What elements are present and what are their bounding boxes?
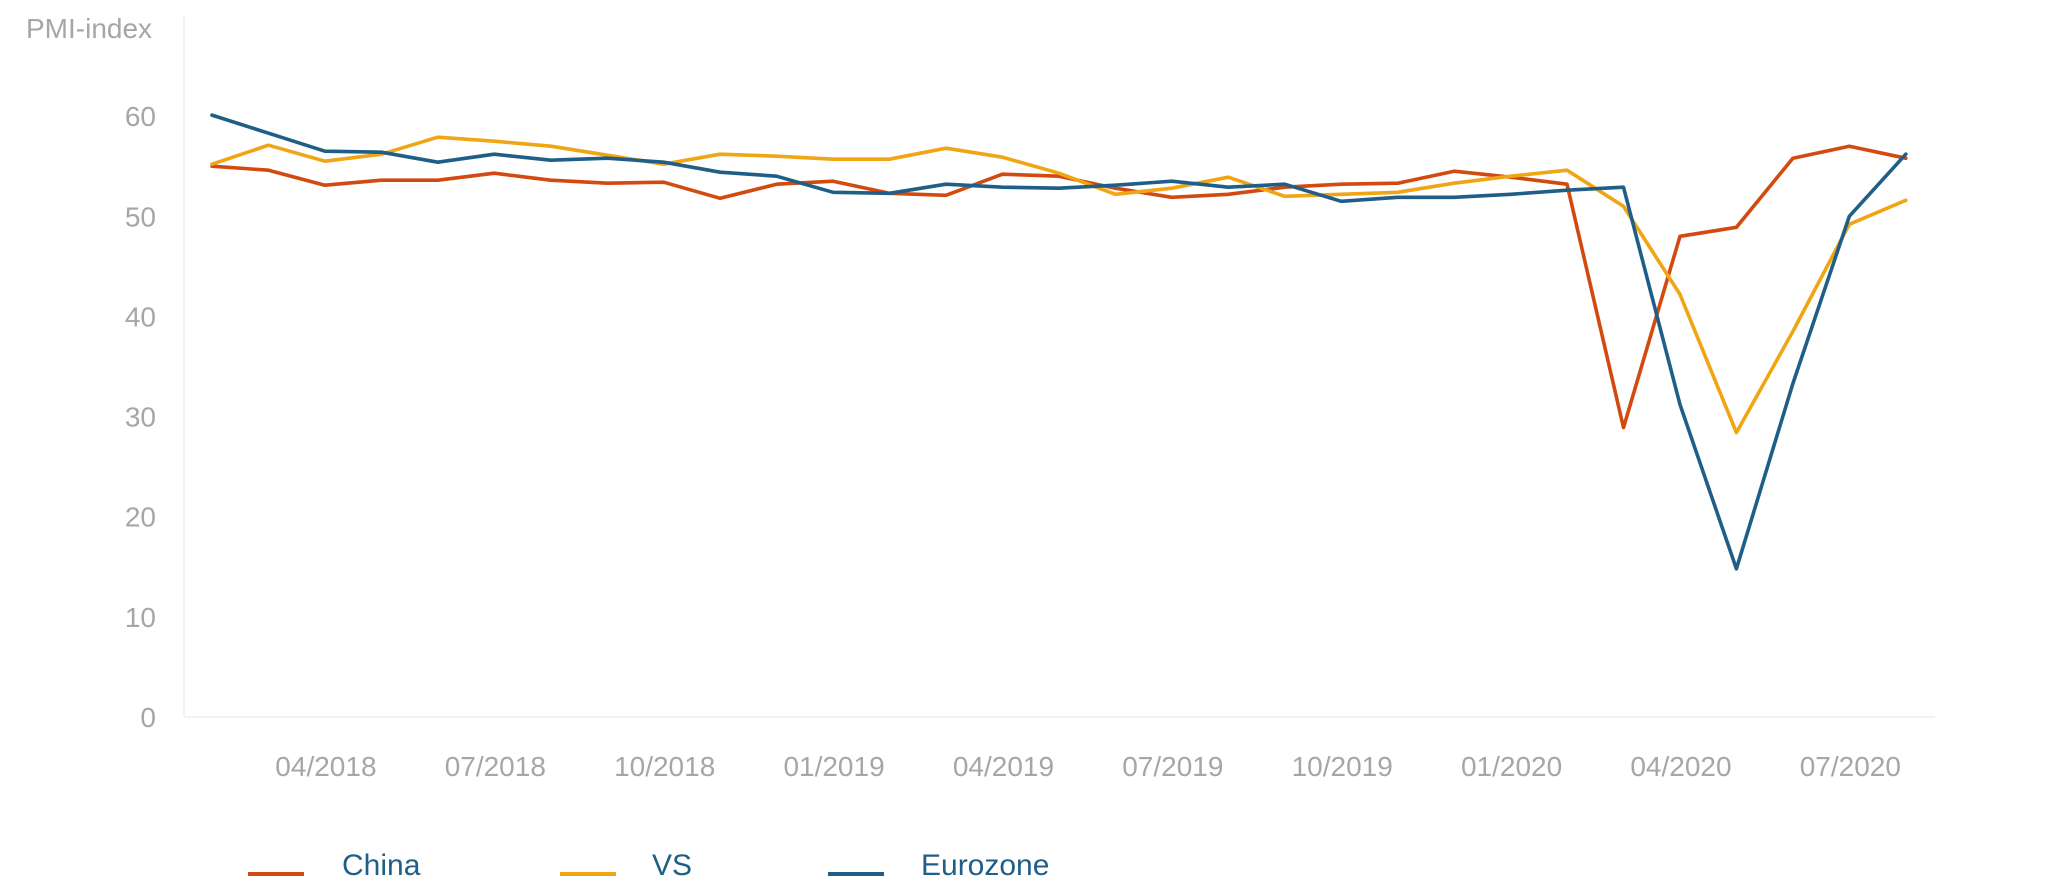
x-tick-label: 01/2020 bbox=[1461, 751, 1562, 782]
x-tick-label: 04/2018 bbox=[275, 751, 376, 782]
legend-item-eurozone: Eurozone bbox=[828, 849, 1049, 882]
y-axis-title: PMI-index bbox=[26, 13, 152, 44]
x-tick-label: 07/2020 bbox=[1800, 751, 1901, 782]
legend-label: China bbox=[342, 849, 421, 882]
x-tick-label: 01/2019 bbox=[783, 751, 884, 782]
series-lines bbox=[210, 113, 1908, 571]
legend-label: Eurozone bbox=[921, 849, 1049, 882]
x-tick-label: 10/2019 bbox=[1292, 751, 1393, 782]
legend-label: VS bbox=[652, 849, 692, 882]
y-tick-label: 30 bbox=[125, 402, 156, 433]
y-axis-ticks: 0 10 20 30 40 50 60 bbox=[125, 101, 156, 733]
x-axis-ticks: 04/2018 07/2018 10/2018 01/2019 04/2019 07/20… bbox=[275, 751, 1901, 782]
legend: China VS Eurozone bbox=[248, 849, 1049, 882]
x-tick-label: 07/2019 bbox=[1122, 751, 1223, 782]
y-tick-label: 60 bbox=[125, 101, 156, 132]
y-tick-label: 0 bbox=[140, 702, 156, 733]
y-tick-label: 20 bbox=[125, 502, 156, 533]
x-tick-label: 04/2020 bbox=[1630, 751, 1731, 782]
plot-frame bbox=[183, 16, 1935, 718]
x-tick-label: 04/2019 bbox=[953, 751, 1054, 782]
series-line-china bbox=[210, 144, 1908, 430]
legend-item-china: China bbox=[248, 849, 421, 882]
y-tick-label: 50 bbox=[125, 201, 156, 232]
series-line-eurozone bbox=[210, 113, 1908, 571]
series-line-vs bbox=[210, 135, 1908, 435]
x-tick-label: 10/2018 bbox=[614, 751, 715, 782]
legend-item-vs: VS bbox=[560, 849, 692, 882]
y-tick-label: 40 bbox=[125, 301, 156, 332]
x-tick-label: 07/2018 bbox=[445, 751, 546, 782]
y-tick-label: 10 bbox=[125, 602, 156, 633]
